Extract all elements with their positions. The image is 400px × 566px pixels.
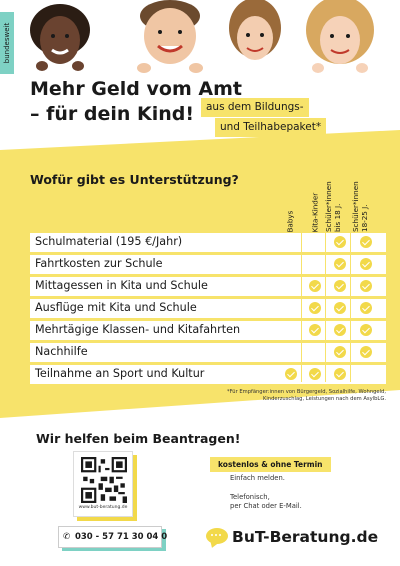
check-icon [309, 280, 321, 292]
check-cell [331, 343, 350, 362]
subtitle-line-1: aus dem Bildungs- [201, 98, 309, 117]
column-header-label: Kita-Kinder [310, 192, 320, 232]
row-label: Ausflüge mit Kita und Schule [35, 301, 197, 314]
row-label: Mehrtägige Klassen- und Kitafahrten [35, 323, 241, 336]
check-icon [360, 302, 372, 314]
check-icon [360, 324, 372, 336]
free-no-appointment-tag: kostenlos & ohne Termin [210, 457, 331, 472]
chat-bubble-icon [206, 528, 228, 544]
check-cell [331, 233, 350, 252]
column-header-babys: Babys [282, 176, 300, 232]
table-row: Schulmaterial (195 €/Jahr) [30, 233, 386, 252]
table-row: Mittagessen in Kita und Schule [30, 277, 386, 296]
table-row: Ausflüge mit Kita und Schule [30, 299, 386, 318]
column-header-label: Schüler*innen bis 18 J. [324, 181, 342, 232]
check-cell [282, 365, 301, 384]
check-icon [360, 236, 372, 248]
contact-info-line: Einfach melden. [230, 474, 285, 482]
check-icon [334, 302, 346, 314]
check-cell [357, 233, 376, 252]
nationwide-badge-label: bundesweit [3, 22, 11, 64]
check-icon [309, 324, 321, 336]
subtitle-line-2: und Teilhabepaket* [215, 118, 327, 137]
check-cell [331, 277, 350, 296]
check-icon [360, 258, 372, 270]
contact-info-line: per Chat oder E-Mail. [230, 502, 302, 510]
row-label: Fahrtkosten zur Schule [35, 257, 163, 270]
row-label: Teilnahme an Sport und Kultur [35, 367, 205, 380]
check-icon [334, 324, 346, 336]
headline-line-2: – für dein Kind! [30, 103, 195, 125]
check-cell [306, 321, 325, 340]
check-icon [334, 346, 346, 358]
footnote-line-2: Kinderzuschlag, Leistungen nach dem Asyl… [262, 396, 386, 402]
contact-info: Einfach melden. Telefonisch, per Chat od… [230, 474, 302, 511]
column-divider [350, 232, 351, 382]
nationwide-badge: bundesweit [0, 12, 14, 74]
column-header-pupils-18-25: Schüler*innen 18-25 J. [351, 176, 374, 232]
qr-code-card[interactable]: www.but-beratung.de [73, 451, 133, 517]
qr-code[interactable] [81, 457, 127, 503]
check-cell [331, 255, 350, 274]
column-header-label: Schüler*innen 18-25 J. [351, 181, 369, 232]
table-row: Fahrtkosten zur Schule [30, 255, 386, 274]
check-cell [306, 365, 325, 384]
check-cell [331, 365, 350, 384]
table-row: Mehrtägige Klassen- und Kitafahrten [30, 321, 386, 340]
check-cell [306, 277, 325, 296]
table-row: Teilnahme an Sport und Kultur [30, 365, 386, 384]
check-cell [357, 299, 376, 318]
check-cell [357, 343, 376, 362]
check-icon [360, 280, 372, 292]
check-icon [334, 368, 346, 380]
footnote: *Für Empfänger:innen von Bürgergeld, Soz… [136, 389, 386, 403]
qr-url[interactable]: www.but-beratung.de [78, 505, 128, 510]
row-label: Schulmaterial (195 €/Jahr) [35, 235, 183, 248]
children-photo [0, 0, 400, 74]
check-cell [357, 321, 376, 340]
check-cell [331, 299, 350, 318]
brand-name[interactable]: BuT-Beratung.de [232, 528, 379, 546]
phone-icon: ✆ [63, 532, 71, 542]
subtitle: aus dem Bildungs- und Teilhabepaket* [201, 98, 327, 138]
check-icon [334, 258, 346, 270]
headline-line-1: Mehr Geld vom Amt [30, 78, 242, 100]
row-label: Mittagessen in Kita und Schule [35, 279, 208, 292]
check-cell [306, 299, 325, 318]
check-cell [357, 255, 376, 274]
contact-info-line: Telefonisch, [230, 493, 270, 501]
check-icon [285, 368, 297, 380]
help-heading: Wir helfen beim Beantragen! [36, 431, 241, 446]
check-icon [309, 368, 321, 380]
phone-number-box[interactable]: ✆ 030 - 57 71 30 04 0 [58, 526, 167, 548]
table-row: Nachhilfe [30, 343, 386, 362]
column-header-label: Babys [285, 210, 295, 232]
column-header-kita: Kita-Kinder [307, 176, 325, 232]
check-cell [331, 321, 350, 340]
check-icon [334, 236, 346, 248]
footnote-line-1: *Für Empfänger:innen von Bürgergeld, Soz… [227, 389, 386, 395]
phone-number[interactable]: 030 - 57 71 30 04 0 [74, 532, 168, 542]
column-divider [301, 232, 302, 382]
column-divider [325, 232, 326, 382]
row-label: Nachhilfe [35, 345, 88, 358]
check-icon [334, 280, 346, 292]
check-icon [309, 302, 321, 314]
table-question: Wofür gibt es Unterstützung? [30, 172, 239, 187]
brand-logo[interactable]: BuT-Beratung.de [206, 528, 378, 552]
check-icon [360, 346, 372, 358]
headline: Mehr Geld vom Amt – für dein Kind! [30, 77, 242, 127]
column-header-pupils-under-18: Schüler*innen bis 18 J. [324, 176, 347, 232]
check-cell [357, 277, 376, 296]
